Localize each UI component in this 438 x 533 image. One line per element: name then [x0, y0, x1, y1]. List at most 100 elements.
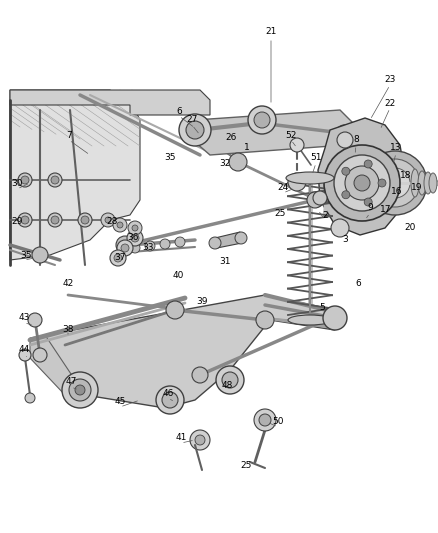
Text: 37: 37	[114, 254, 126, 262]
Circle shape	[117, 240, 133, 256]
Circle shape	[342, 191, 350, 199]
Circle shape	[313, 191, 327, 205]
Circle shape	[354, 175, 370, 191]
Circle shape	[127, 230, 143, 246]
Circle shape	[323, 306, 347, 330]
Circle shape	[248, 106, 276, 134]
Text: 44: 44	[18, 345, 30, 354]
Text: 40: 40	[172, 271, 184, 279]
Circle shape	[32, 247, 48, 263]
Text: 3: 3	[342, 236, 348, 245]
Circle shape	[116, 236, 134, 254]
Circle shape	[190, 430, 210, 450]
Circle shape	[21, 216, 29, 224]
Ellipse shape	[288, 315, 332, 325]
Text: 33: 33	[142, 244, 154, 253]
Text: 17: 17	[380, 206, 392, 214]
Circle shape	[209, 237, 221, 249]
Circle shape	[175, 237, 185, 247]
Circle shape	[380, 168, 410, 198]
Text: 48: 48	[221, 381, 233, 390]
Circle shape	[335, 125, 355, 145]
Text: 7: 7	[66, 131, 72, 140]
Circle shape	[19, 349, 31, 361]
Polygon shape	[215, 232, 242, 248]
Circle shape	[51, 216, 59, 224]
Circle shape	[259, 414, 271, 426]
Text: 8: 8	[353, 135, 359, 144]
Text: 27: 27	[186, 116, 198, 125]
Text: 5: 5	[319, 303, 325, 312]
Circle shape	[131, 234, 139, 242]
Text: 32: 32	[219, 158, 231, 167]
Circle shape	[310, 193, 324, 207]
Circle shape	[288, 173, 306, 191]
Circle shape	[334, 155, 390, 211]
Circle shape	[290, 138, 304, 152]
Circle shape	[81, 216, 89, 224]
Circle shape	[117, 222, 123, 228]
Circle shape	[166, 301, 184, 319]
Circle shape	[371, 159, 419, 207]
Ellipse shape	[286, 172, 334, 184]
Circle shape	[229, 153, 247, 171]
Text: 13: 13	[390, 143, 402, 152]
Text: 36: 36	[127, 232, 139, 241]
Circle shape	[254, 112, 270, 128]
Circle shape	[216, 366, 244, 394]
Text: 19: 19	[411, 183, 423, 192]
Circle shape	[105, 217, 111, 223]
Text: 52: 52	[285, 131, 297, 140]
Text: 43: 43	[18, 313, 30, 322]
Circle shape	[28, 313, 42, 327]
Polygon shape	[195, 110, 355, 155]
Circle shape	[113, 218, 127, 232]
Circle shape	[130, 243, 140, 253]
Circle shape	[340, 130, 350, 140]
Circle shape	[78, 213, 92, 227]
Circle shape	[145, 241, 155, 251]
Text: 47: 47	[65, 377, 77, 386]
Text: 50: 50	[272, 417, 284, 426]
Circle shape	[101, 213, 115, 227]
Circle shape	[128, 221, 142, 235]
Text: 51: 51	[310, 154, 322, 163]
Circle shape	[307, 192, 323, 208]
Circle shape	[363, 151, 427, 215]
Text: 16: 16	[391, 188, 403, 197]
Text: 28: 28	[106, 216, 118, 225]
Text: 6: 6	[176, 107, 182, 116]
Circle shape	[156, 386, 184, 414]
Circle shape	[337, 132, 353, 148]
Circle shape	[364, 160, 372, 168]
Text: 26: 26	[225, 133, 237, 142]
Text: 41: 41	[175, 433, 187, 442]
Circle shape	[192, 367, 208, 383]
Text: 1: 1	[244, 143, 250, 152]
Circle shape	[48, 213, 62, 227]
Ellipse shape	[429, 173, 437, 193]
Polygon shape	[318, 118, 405, 235]
Polygon shape	[10, 90, 210, 115]
Circle shape	[48, 173, 62, 187]
Circle shape	[324, 145, 400, 221]
Circle shape	[25, 393, 35, 403]
Circle shape	[69, 379, 91, 401]
Text: 23: 23	[384, 76, 396, 85]
Text: 35: 35	[164, 154, 176, 163]
Text: 21: 21	[265, 28, 277, 36]
Text: 30: 30	[11, 180, 23, 189]
Circle shape	[195, 435, 205, 445]
Circle shape	[256, 311, 274, 329]
Circle shape	[254, 409, 276, 431]
Circle shape	[345, 166, 379, 200]
Text: 2: 2	[322, 211, 328, 220]
Circle shape	[162, 392, 178, 408]
Text: 45: 45	[114, 398, 126, 407]
Text: 22: 22	[385, 99, 396, 108]
Ellipse shape	[418, 171, 426, 195]
Text: 29: 29	[11, 216, 23, 225]
Circle shape	[132, 225, 138, 231]
Ellipse shape	[411, 169, 419, 197]
Text: 42: 42	[62, 279, 74, 288]
